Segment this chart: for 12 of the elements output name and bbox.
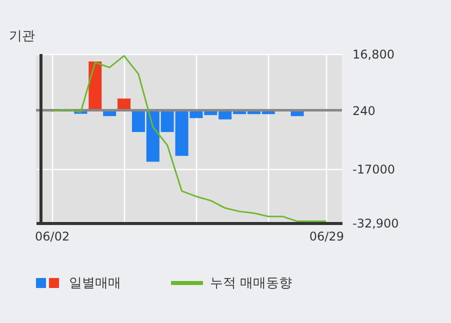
chart-title: 기관: [9, 28, 35, 45]
y-tick-label: -17000: [352, 162, 396, 176]
y-tick-label: -32,900: [352, 216, 399, 230]
legend-label: 일별매매: [69, 275, 121, 292]
x-tick-label: 06/02: [35, 230, 70, 244]
y-tick-label: 16,800: [352, 48, 394, 62]
x-tick-label: 06/29: [309, 230, 344, 244]
bar: [290, 111, 304, 116]
bar: [103, 111, 116, 116]
line-series: [51, 55, 327, 222]
legend-label: 누적 매매동향: [210, 275, 292, 292]
y-tick-label: 240: [352, 104, 376, 118]
